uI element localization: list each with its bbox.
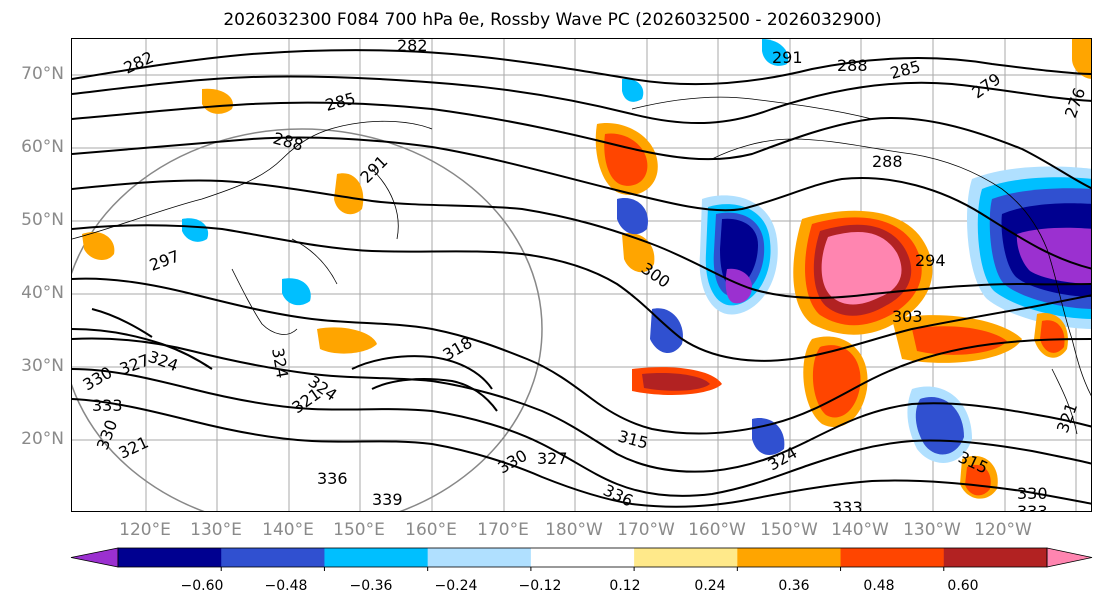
lat-label: 60°N [21,137,64,157]
coastlines [72,96,1091,435]
colorbar-tick-label: 0.36 [778,578,810,594]
colorbar-tick-label: −0.24 [434,578,478,594]
lon-label: 130°W [903,520,961,540]
contour-label: 303 [892,307,923,326]
theta-e-contours [72,49,1091,508]
lon-label: 140°W [831,520,889,540]
contour-label: 339 [372,490,403,509]
colorbar-tick-label: 0.24 [694,578,726,594]
colorbar-tick-label: 0.48 [863,578,895,594]
colorbar-segment [221,548,325,567]
contour-label: 291 [772,48,803,67]
colorbar-tick-label: 0.12 [609,578,641,594]
colorbar-ticks [220,567,945,571]
contour-label: 333 [92,396,123,415]
map-canvas: 282 282 291 288 285 279 276 285 288 291 … [72,39,1091,512]
colorbar-segment [324,548,429,567]
contour-label: 330 [1017,484,1048,503]
colorbar-extend-max [1046,547,1093,568]
lon-label: 150°W [760,520,818,540]
colorbar-segment [840,548,945,567]
colorbar-tick-label: −0.12 [518,578,562,594]
contour-label: 288 [837,56,868,75]
colorbar-segment [737,548,842,567]
lon-label: 170°E [477,520,529,540]
lat-label: 70°N [21,64,64,84]
reference-circle [72,128,543,511]
lon-label: 120°W [974,520,1032,540]
lon-label: 150°E [333,520,385,540]
map-panel: 282 282 291 288 285 279 276 285 288 291 … [71,38,1092,512]
colorbar-segment [530,548,635,567]
contour-label: 333 [832,498,863,512]
colorbar-extend-min [70,547,119,568]
colorbar-outline [117,547,1048,568]
lat-label: 40°N [21,283,64,303]
contour-label: 327 [537,449,568,468]
lat-label: 30°N [21,356,64,376]
colorbar-segment [943,548,1048,567]
lon-label: 120°E [119,520,171,540]
colorbar-tick-label: −0.48 [264,578,308,594]
contour-label: 333 [1017,502,1048,512]
colorbar-tick-label: −0.36 [349,578,393,594]
colorbar-segment [118,548,222,567]
colorbar-tick-label: 0.60 [947,578,979,594]
contour-label: 294 [915,251,946,270]
figure-title: 2026032300 F084 700 hPa θe, Rossby Wave … [223,10,882,30]
contour-label: 336 [317,469,348,488]
lon-label: 180°W [545,520,603,540]
lon-label: 160°W [688,520,746,540]
colorbar-segment [427,548,532,567]
lat-label: 20°N [21,429,64,449]
lon-label: 140°E [262,520,314,540]
lat-label: 50°N [21,210,64,230]
lon-label: 130°E [190,520,242,540]
lon-label: 160°E [405,520,457,540]
colorbar-segments [70,547,1093,568]
colorbar-tick-label: −0.60 [180,578,224,594]
lon-label: 170°W [617,520,675,540]
contour-label: 288 [872,152,903,171]
colorbar-segment [634,548,738,567]
contour-label: 282 [397,39,428,55]
